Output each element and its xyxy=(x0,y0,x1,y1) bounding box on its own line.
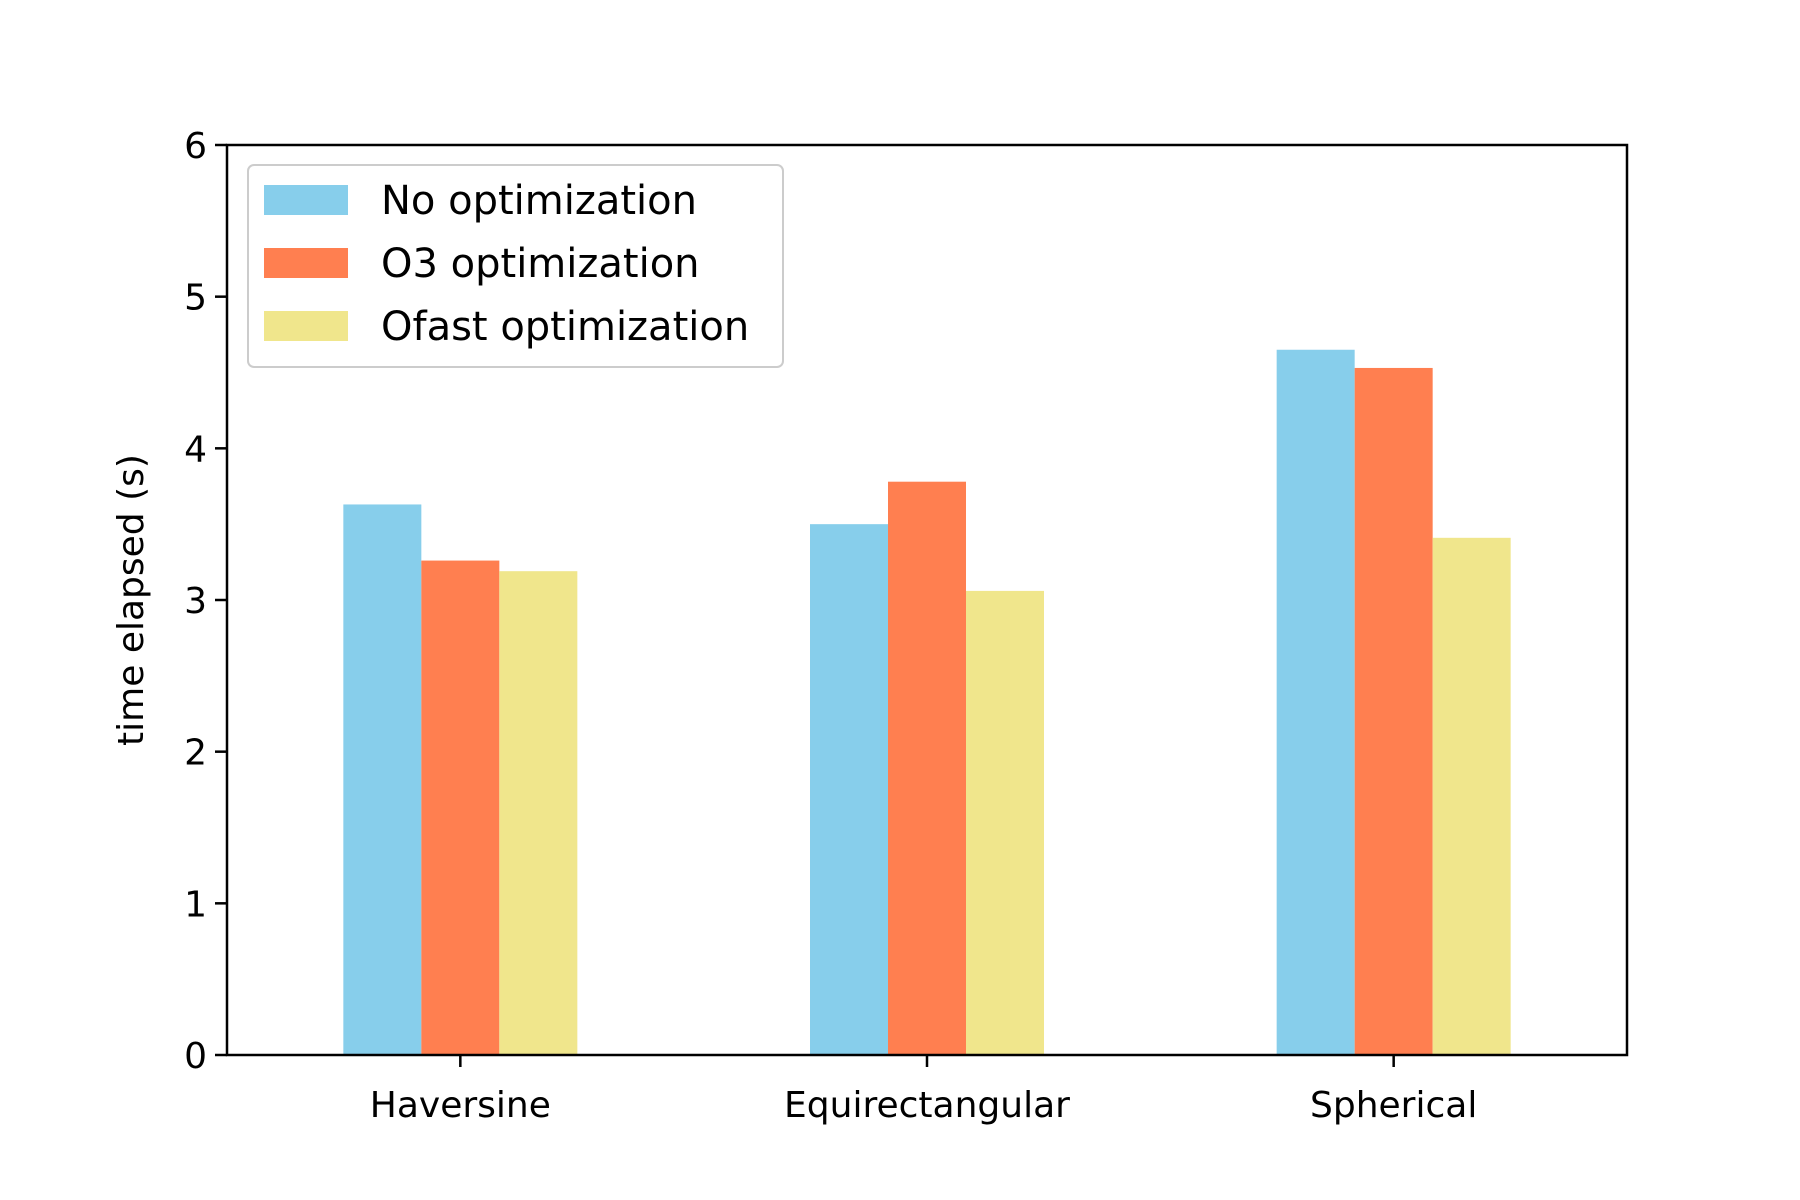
bar-spherical-series-3 xyxy=(1432,537,1511,1055)
x-tick-label: Equirectangular xyxy=(784,1085,1070,1126)
legend: No optimization O3 optimization Ofast opti… xyxy=(247,164,784,368)
legend-swatch xyxy=(264,248,348,278)
legend-label: O3 optimization xyxy=(381,241,700,287)
bar-spherical-series-2 xyxy=(1354,367,1433,1055)
bars-group xyxy=(343,349,1511,1055)
bar-haversine-series-2 xyxy=(421,560,500,1055)
y-tick-label: 3 xyxy=(184,581,207,622)
y-axis-ticks: 0 1 2 3 4 5 6 xyxy=(184,126,227,1077)
bar-equirectangular-series-1 xyxy=(810,524,888,1055)
bar-haversine-series-3 xyxy=(499,571,578,1055)
y-tick-label: 2 xyxy=(184,733,207,774)
legend-label: No optimization xyxy=(381,178,697,224)
y-axis-label: time elapsed (s) xyxy=(111,454,152,746)
legend-label: Ofast optimization xyxy=(381,304,749,350)
x-tick-label: Spherical xyxy=(1310,1085,1477,1126)
legend-swatch xyxy=(264,311,348,341)
plot-frame xyxy=(225,143,1629,1057)
bar-spherical-series-1 xyxy=(1276,349,1355,1055)
bar-haversine-series-1 xyxy=(343,504,422,1055)
y-tick-label: 6 xyxy=(184,126,207,167)
legend-items: No optimization O3 optimization Ofast opti… xyxy=(264,178,749,350)
y-tick-label: 1 xyxy=(184,884,207,925)
legend-swatch xyxy=(264,185,348,215)
y-tick-label: 0 xyxy=(184,1036,207,1077)
y-tick-label: 5 xyxy=(184,278,207,319)
x-axis-ticks: Haversine Equirectangular Spherical xyxy=(370,1055,1477,1126)
bar-equirectangular-series-2 xyxy=(888,481,966,1055)
y-tick-label: 4 xyxy=(184,429,207,470)
legend-box xyxy=(247,164,784,368)
bar-equirectangular-series-3 xyxy=(966,590,1044,1055)
x-tick-label: Haversine xyxy=(370,1085,551,1126)
